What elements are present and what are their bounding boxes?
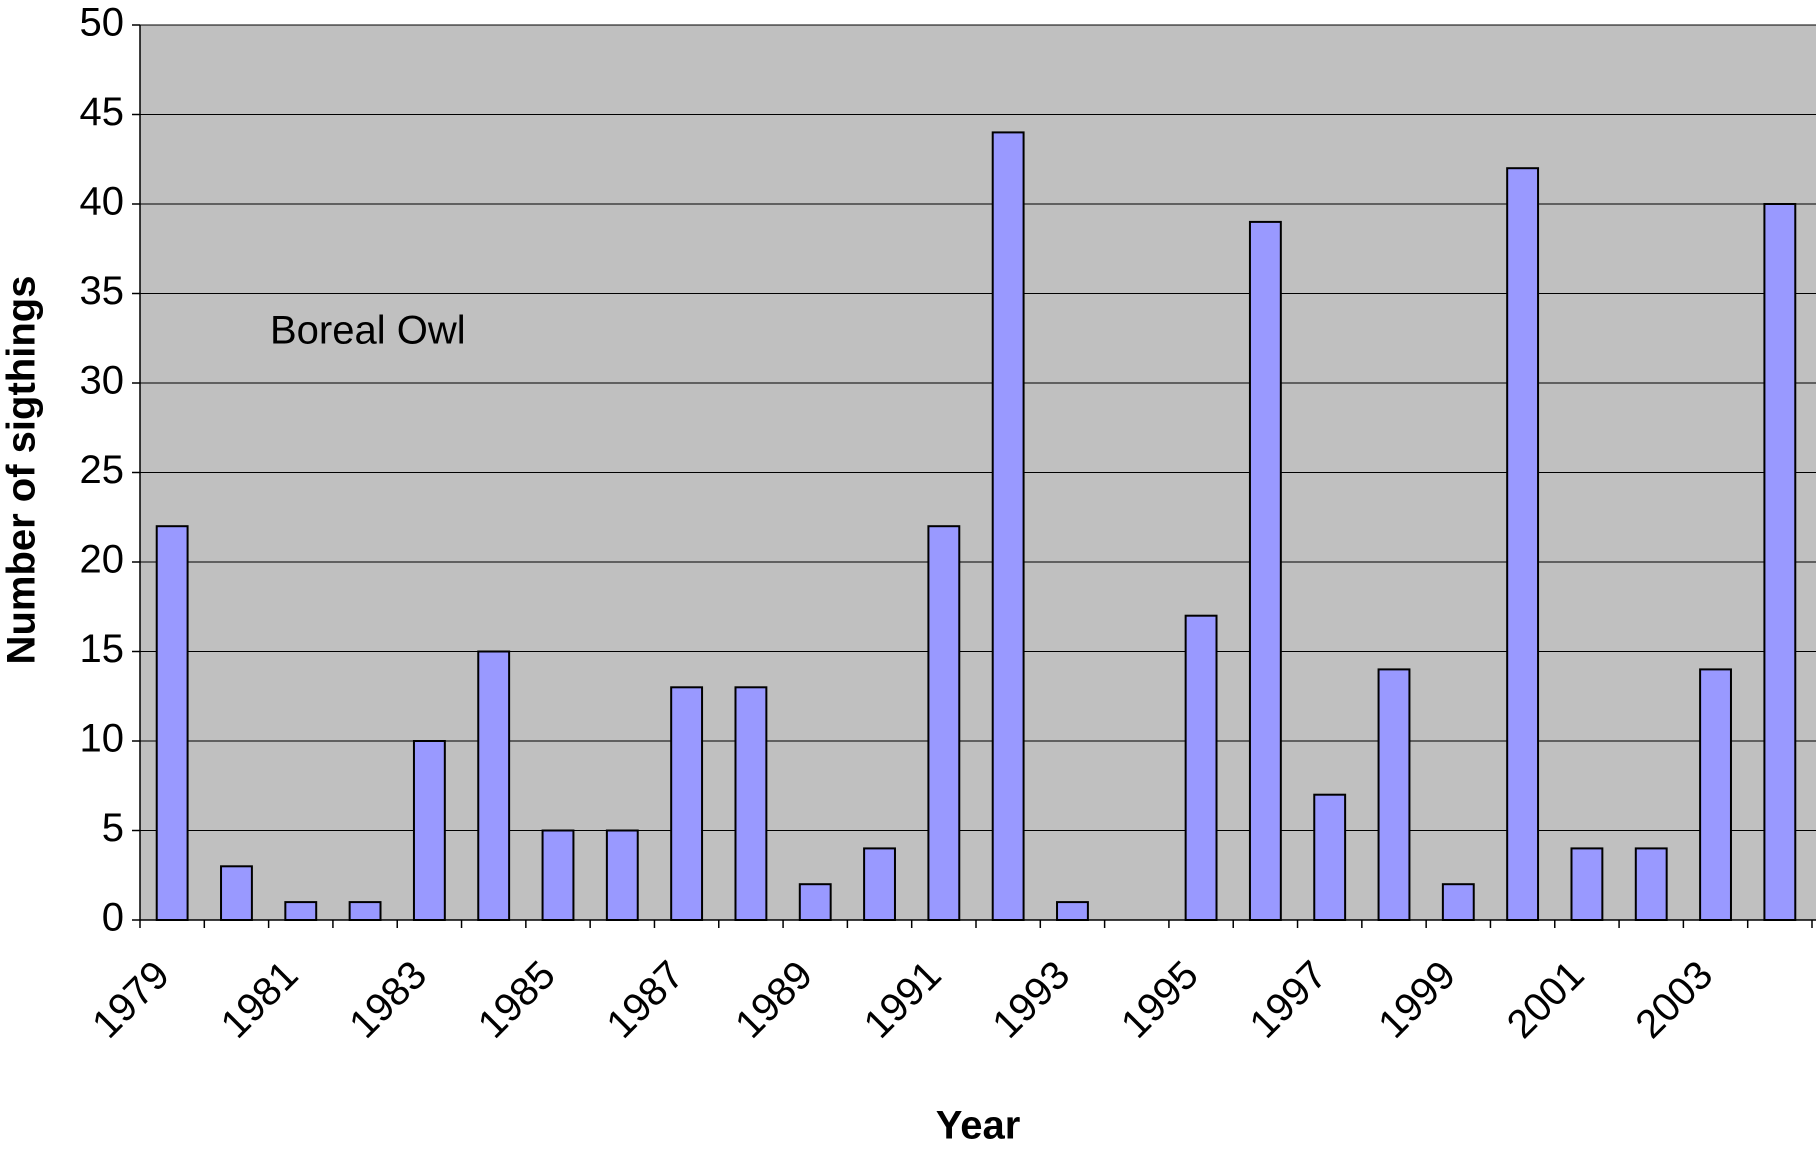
bar	[220, 865, 253, 921]
bar	[1313, 793, 1347, 922]
bar	[1184, 614, 1218, 921]
x-tick-label: 2001	[1499, 953, 1593, 1047]
x-tick-label: 1989	[727, 953, 821, 1047]
x-axis-title: Year	[936, 1104, 1021, 1148]
y-tick-label: 45	[80, 90, 125, 134]
x-tick-label: 1981	[213, 953, 307, 1047]
bar	[1634, 847, 1668, 922]
x-tick-label: 1985	[470, 953, 564, 1047]
x-tick-label: 1983	[341, 953, 435, 1047]
y-tick-label: 40	[80, 180, 125, 224]
x-tick-label: 1979	[84, 953, 178, 1047]
x-tick-label: 1999	[1370, 953, 1464, 1047]
bar	[1377, 668, 1411, 922]
x-tick-label: 1993	[984, 953, 1078, 1047]
x-tick-label: 2003	[1627, 953, 1721, 1047]
y-tick-label: 35	[80, 269, 125, 313]
bar	[734, 686, 768, 921]
y-tick-label: 20	[80, 538, 125, 582]
bar	[1441, 883, 1475, 922]
bar	[1056, 901, 1089, 921]
bar	[1248, 220, 1282, 921]
bar	[477, 650, 511, 921]
x-tick-label: 1987	[598, 953, 692, 1047]
bar	[927, 525, 961, 921]
bar	[1699, 668, 1732, 922]
y-tick-label: 30	[80, 359, 125, 403]
bar	[670, 686, 704, 921]
y-tick-label: 25	[80, 448, 125, 492]
x-tick-label: 1991	[856, 953, 950, 1047]
bar	[798, 883, 832, 922]
bar	[348, 901, 382, 921]
bar	[541, 829, 575, 921]
bar	[605, 829, 639, 921]
y-tick-label: 10	[80, 717, 125, 761]
y-tick-label: 50	[80, 1, 125, 45]
bar	[1570, 847, 1604, 922]
y-tick-label: 15	[80, 627, 125, 671]
bar	[991, 131, 1025, 921]
bar	[1763, 203, 1797, 921]
bar	[155, 525, 189, 921]
bar	[284, 901, 318, 921]
bar	[863, 847, 896, 922]
y-tick-label: 0	[102, 896, 124, 940]
y-axis-title: Number of sigthings	[0, 276, 44, 665]
bar	[412, 740, 446, 921]
y-tick-label: 5	[102, 806, 124, 850]
bar	[1506, 167, 1540, 921]
x-tick-label: 1995	[1113, 953, 1207, 1047]
x-tick-label: 1997	[1241, 953, 1335, 1047]
annotation: Boreal Owl	[270, 309, 466, 353]
